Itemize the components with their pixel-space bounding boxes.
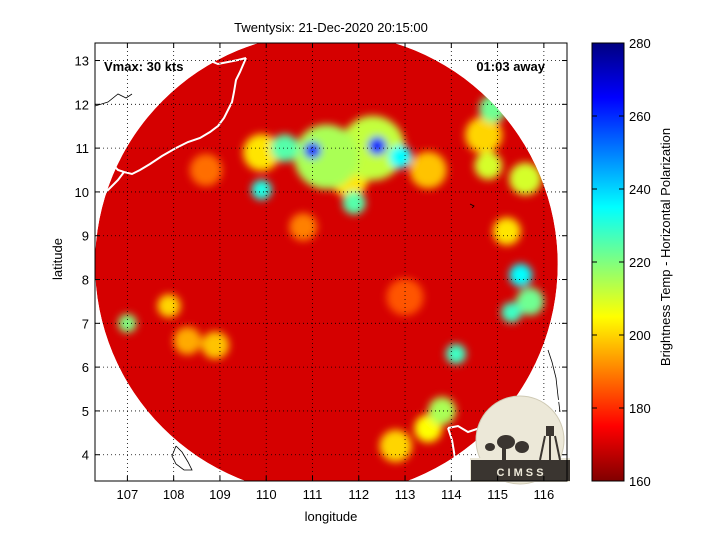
x-tick-label: 115 bbox=[487, 487, 508, 502]
convective-cell bbox=[428, 397, 456, 425]
colorbar: 160 180 200 220 240 260 280 Brightness Temp - … bbox=[591, 36, 673, 489]
convective-cell bbox=[293, 124, 359, 190]
x-tick-label: 109 bbox=[209, 487, 231, 502]
microwave-swath bbox=[95, 43, 558, 481]
colorbar-tick-label: 240 bbox=[629, 182, 651, 197]
convective-cell bbox=[479, 94, 507, 123]
convective-cell bbox=[368, 136, 387, 156]
y-tick-label: 9 bbox=[82, 229, 89, 244]
convective-cell bbox=[516, 287, 544, 316]
x-tick-label: 114 bbox=[441, 487, 462, 502]
colorbar-ticks: 160 180 200 220 240 260 280 bbox=[592, 36, 651, 489]
y-tick-label: 5 bbox=[82, 404, 89, 419]
y-tick-label: 4 bbox=[82, 448, 89, 463]
y-tick-label: 13 bbox=[75, 54, 89, 69]
convective-cell bbox=[173, 326, 202, 355]
y-tick-label: 10 bbox=[75, 185, 89, 200]
convective-cell bbox=[509, 263, 533, 287]
x-tick-label: 111 bbox=[303, 487, 323, 502]
x-axis: 107 108 109 110 111 112 113 114 115 116 bbox=[117, 43, 554, 502]
colorbar-label: Brightness Temp - Horizontal Polarizatio… bbox=[658, 128, 673, 366]
convective-cell bbox=[304, 141, 321, 159]
convective-cell bbox=[157, 294, 181, 318]
y-tick-label: 8 bbox=[82, 273, 89, 288]
y-axis: 4 5 6 7 8 9 10 11 12 13 bbox=[75, 54, 567, 463]
x-axis-label: longitude bbox=[305, 509, 358, 524]
colorbar-tick-label: 220 bbox=[629, 255, 651, 270]
convective-cell bbox=[342, 191, 366, 215]
colorbar-tick-label: 200 bbox=[629, 328, 651, 343]
cimss-logo: C I M S S bbox=[470, 395, 570, 485]
logo-text: C I M S S bbox=[496, 467, 543, 479]
convective-cell bbox=[501, 302, 522, 323]
convective-cell bbox=[474, 151, 503, 180]
x-tick-label: 108 bbox=[163, 487, 185, 502]
x-tick-label: 116 bbox=[533, 487, 554, 502]
convective-cell bbox=[243, 133, 281, 172]
colorbar-tick-label: 160 bbox=[629, 474, 651, 489]
x-tick-label: 107 bbox=[117, 487, 139, 502]
convective-cell bbox=[251, 179, 272, 200]
convective-cell bbox=[445, 343, 467, 365]
convective-cell bbox=[379, 429, 412, 463]
convective-cell bbox=[270, 134, 299, 163]
vmax-annotation: Vmax: 30 kts bbox=[104, 59, 184, 74]
colorbar-gradient bbox=[591, 42, 625, 482]
convective-cell bbox=[386, 278, 424, 316]
colorbar-tick-label: 280 bbox=[629, 36, 651, 51]
swath-background bbox=[95, 43, 558, 481]
convective-cell bbox=[409, 151, 447, 189]
chart-title: Twentysix: 21-Dec-2020 20:15:00 bbox=[234, 20, 428, 35]
x-tick-label: 113 bbox=[395, 487, 416, 502]
x-tick-label: 112 bbox=[348, 487, 369, 502]
y-tick-label: 11 bbox=[76, 141, 90, 156]
y-axis-label: latitude bbox=[50, 238, 65, 280]
y-tick-label: 12 bbox=[75, 97, 89, 112]
colorbar-tick-label: 260 bbox=[629, 109, 651, 124]
x-tick-label: 110 bbox=[256, 487, 277, 502]
grid bbox=[95, 43, 567, 481]
colorbar-tick-label: 180 bbox=[629, 401, 651, 416]
convective-cell bbox=[289, 213, 318, 241]
convective-cell bbox=[492, 217, 521, 246]
time-away-annotation: 01:03 away bbox=[476, 59, 545, 74]
convective-cell bbox=[509, 162, 542, 195]
convective-cell bbox=[201, 331, 230, 360]
plot-area: Vmax: 30 kts 01:03 away bbox=[95, 43, 567, 481]
convective-cell bbox=[465, 116, 503, 154]
convective-cell bbox=[388, 145, 412, 169]
y-tick-label: 7 bbox=[82, 316, 89, 331]
convective-cell bbox=[189, 153, 223, 187]
y-tick-label: 6 bbox=[82, 360, 89, 375]
plot-frame bbox=[94, 42, 568, 482]
